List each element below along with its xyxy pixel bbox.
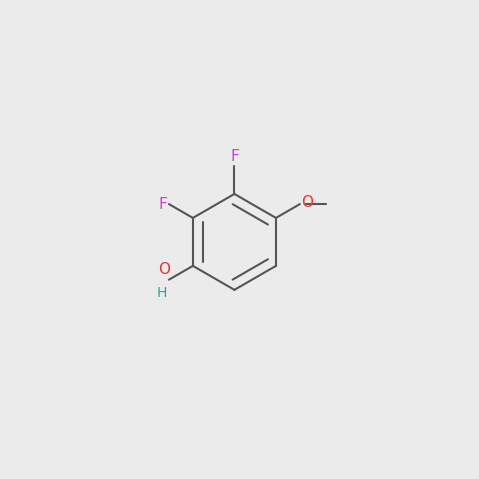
Text: F: F <box>159 196 167 212</box>
Text: F: F <box>230 149 239 164</box>
Text: O: O <box>301 195 313 210</box>
Text: O: O <box>158 262 170 277</box>
Text: H: H <box>157 286 168 300</box>
